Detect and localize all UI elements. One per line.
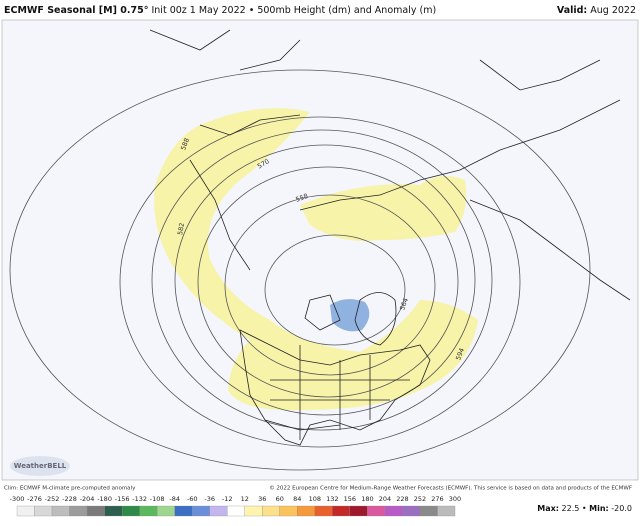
title-bold: ECMWF Seasonal [M] 0.75° [4, 5, 148, 16]
max-min: Max: 22.5 • Min: -20.0 [537, 504, 632, 513]
colorbar-swatch [262, 505, 280, 517]
valid-value: Aug 2022 [590, 5, 636, 16]
colorbar-label: -84 [169, 495, 180, 503]
colorbar-label: 108 [309, 495, 321, 503]
colorbar-label: 36 [258, 495, 266, 503]
colorbar-swatch [419, 505, 438, 517]
max-label: Max: [537, 504, 559, 513]
colorbar-swatch [314, 505, 333, 517]
valid-label: Valid: [557, 5, 587, 16]
separator: • [582, 504, 587, 513]
colorbar-swatch [297, 505, 315, 517]
colorbar-swatch [16, 505, 35, 517]
colorbar-label: 84 [293, 495, 301, 503]
colorbar-label: -300 [10, 495, 25, 503]
contour [224, 194, 436, 376]
contour-label: 582 [176, 222, 186, 236]
colorbar-swatch [51, 505, 70, 517]
logo: WeatherBELL [14, 462, 67, 470]
logo-badge [10, 456, 70, 476]
colorbar-swatch [367, 505, 386, 517]
colorbar-label: 132 [326, 495, 338, 503]
colorbar-swatch [192, 505, 210, 517]
greenland [354, 292, 397, 346]
colorbar-swatch [86, 505, 105, 517]
colorbar-swatch [139, 505, 158, 517]
anomaly-negative [330, 299, 370, 332]
anomaly-positive [154, 108, 478, 411]
colorbar-swatch [244, 505, 263, 517]
copyright: © 2022 European Centre for Medium-Range … [269, 485, 632, 492]
contour-label: 588 [179, 137, 191, 151]
colorbar: -300 -276 -252 -228 -204 -180 -156 -132 -108 -84-… [10, 495, 461, 517]
min-value: -20.0 [611, 504, 632, 513]
colorbar-label: -276 [27, 495, 42, 503]
colorbar-swatch [121, 505, 140, 517]
colorbar-swatch [209, 505, 228, 517]
colorbar-label: 228 [396, 495, 408, 503]
coastline [149, 29, 301, 71]
contour-label: 558 [295, 192, 309, 204]
borders [264, 345, 410, 440]
valid: Valid: Aug 2022 [557, 5, 636, 16]
colorbar-label: 276 [431, 495, 443, 503]
max-value: 22.5 [562, 504, 580, 513]
colorbar-label: 300 [449, 495, 461, 503]
colorbar-label: -108 [150, 495, 165, 503]
map-frame [1, 19, 639, 481]
coastline [299, 59, 631, 301]
colorbar-label: -132 [132, 495, 147, 503]
colorbar-swatch [157, 505, 175, 517]
colorbar-label: 252 [414, 495, 426, 503]
colorbar-swatch [402, 505, 421, 517]
coastline [189, 114, 301, 271]
contour [9, 69, 591, 471]
colorbar-swatch [104, 505, 123, 517]
colorbar-swatch [34, 505, 53, 517]
colorbar-label: 12 [241, 495, 249, 503]
contour [197, 166, 459, 398]
min-label: Min: [589, 504, 609, 513]
colorbar-label: -252 [45, 495, 60, 503]
map: 588 570 558 582 564 594 WeatherBELL [1, 19, 639, 481]
colorbar-label: 60 [276, 495, 284, 503]
colorbar-label: -156 [115, 495, 130, 503]
colorbar-swatch [227, 505, 245, 517]
colorbar-label: -36 [204, 495, 215, 503]
contour-label: 564 [398, 297, 410, 311]
colorbar-label: -204 [80, 495, 95, 503]
islands [304, 294, 341, 331]
colorbar-swatch [174, 505, 193, 517]
anomaly-positive [300, 176, 467, 241]
contour [119, 116, 521, 448]
colorbar-label: 204 [379, 495, 391, 503]
colorbar-label: -228 [62, 495, 77, 503]
contour [264, 234, 406, 346]
colorbar-swatch [332, 505, 351, 517]
colorbar-label: -180 [97, 495, 112, 503]
colorbar-label: -60 [187, 495, 198, 503]
title: ECMWF Seasonal [M] 0.75° Init 00z 1 May … [4, 5, 436, 16]
title-rest: Init 00z 1 May 2022 • 500mb Height (dm) … [151, 5, 436, 16]
colorbar-swatch [349, 505, 368, 517]
colorbar-swatch [279, 505, 298, 517]
colorbar-label: 156 [344, 495, 356, 503]
climo-note: Clim: ECMWF M-climate pre-computed anoma… [4, 486, 136, 492]
contour-label: 594 [454, 347, 466, 361]
colorbar-swatch [437, 505, 456, 517]
contour [174, 144, 476, 416]
colorbar-label: 180 [361, 495, 373, 503]
coastline [239, 329, 431, 446]
colorbar-swatch [69, 505, 88, 517]
colorbar-swatch [384, 505, 403, 517]
colorbar-label: -12 [222, 495, 233, 503]
contour [151, 129, 493, 431]
